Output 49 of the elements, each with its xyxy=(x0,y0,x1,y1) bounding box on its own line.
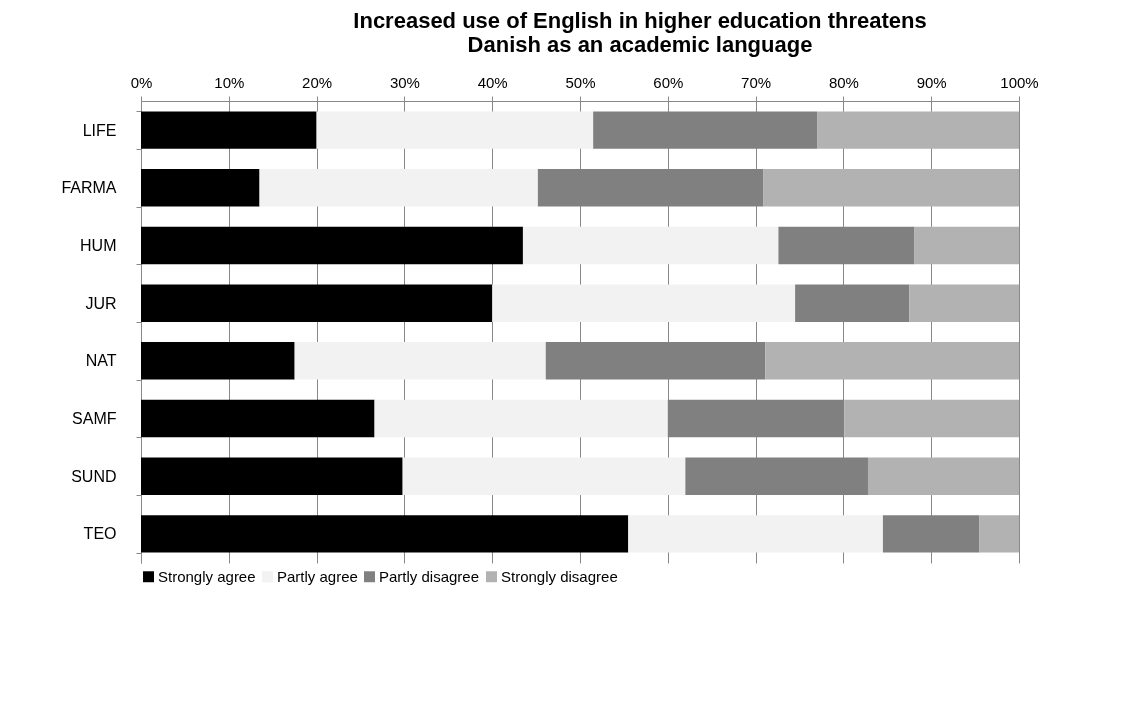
x-tick-label: 70% xyxy=(741,73,772,91)
bar xyxy=(141,457,403,495)
text: Danish as an academic language xyxy=(467,32,813,57)
legend-label: Strongly disagree xyxy=(501,567,618,585)
bar xyxy=(141,111,317,149)
bar xyxy=(294,342,546,380)
legend-label: Partly disagree xyxy=(379,567,480,585)
bar xyxy=(522,226,779,265)
bar xyxy=(141,399,375,438)
bar xyxy=(817,111,1019,149)
x-tick-label: 60% xyxy=(653,73,684,91)
y-tick-label: NAT xyxy=(85,352,117,370)
bar xyxy=(141,515,629,553)
x-tick-label: 20% xyxy=(302,73,333,91)
bar xyxy=(867,457,1019,495)
bar xyxy=(259,169,538,207)
y-tick-label: SAMF xyxy=(72,410,117,428)
text: Increased use of English in higher education threatens xyxy=(353,8,927,33)
y-tick-label: FARMA xyxy=(61,179,117,197)
bar xyxy=(374,399,668,438)
y-tick-label: TEO xyxy=(83,525,117,543)
y-tick-label: HUM xyxy=(80,236,117,254)
x-tick-label: 50% xyxy=(565,73,596,91)
x-tick-label: 90% xyxy=(916,73,947,91)
x-tick-label: 100% xyxy=(1000,73,1039,91)
bar xyxy=(765,342,1019,380)
bar xyxy=(141,226,523,265)
y-tick-label: SUND xyxy=(71,467,117,485)
x-tick-label: 30% xyxy=(389,73,420,91)
bar xyxy=(979,515,1019,553)
y-tick-label: JUR xyxy=(85,294,117,312)
x-tick-label: 40% xyxy=(477,73,508,91)
bar xyxy=(909,284,1019,322)
legend-label: Strongly agree xyxy=(158,567,256,585)
bar xyxy=(844,399,1019,438)
x-tick-label: 80% xyxy=(828,73,859,91)
bar xyxy=(763,169,1019,207)
bar xyxy=(141,342,295,380)
legend-label: Partly agree xyxy=(277,567,358,585)
x-tick-label: 10% xyxy=(214,73,245,91)
bar xyxy=(402,457,686,495)
bar xyxy=(914,226,1019,265)
bar xyxy=(316,111,594,149)
bar xyxy=(492,284,796,322)
bar xyxy=(628,515,883,553)
bar xyxy=(141,169,260,207)
y-tick-label: LIFE xyxy=(82,121,117,139)
bar xyxy=(141,284,493,322)
x-tick-label: 0% xyxy=(130,73,153,91)
